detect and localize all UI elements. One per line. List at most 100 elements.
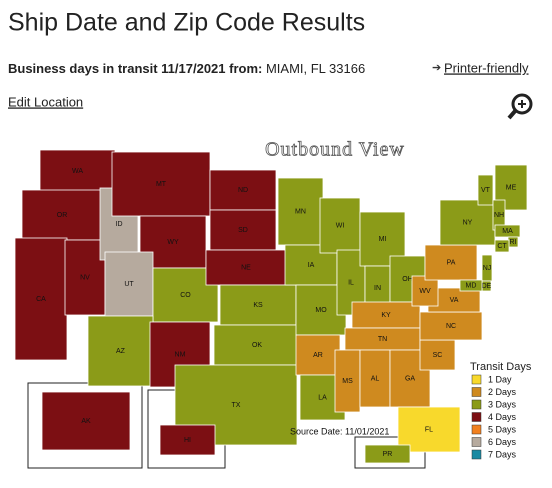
legend-swatch [471,387,482,397]
state-label: AL [371,375,380,382]
zoom-icon[interactable] [507,93,533,120]
state-label: PA [447,259,456,266]
state-shape [104,251,154,317]
state-shape [209,209,277,251]
transit-text: Business days in transit 11/17/2021 from… [8,61,365,76]
legend-swatch [471,412,482,422]
legend-label: 2 Days [488,387,517,397]
legend-swatch [471,374,482,385]
state-shape [87,315,154,387]
state-label: VT [481,187,491,194]
state-label: IA [308,262,315,269]
state-label: LA [318,394,327,401]
state-label: NY [463,219,473,226]
state-label: MT [156,181,167,188]
state-label: MA [502,228,513,235]
state-shape [205,249,287,286]
state-shape [439,199,496,246]
state-label: AR [313,352,323,359]
state-label: OK [252,342,262,349]
state-label: ID [116,221,123,228]
state-label: NE [241,264,251,271]
state-shape [359,349,391,408]
state-label: RI [510,239,517,246]
edit-link[interactable]: Edit Location [8,94,83,109]
map-title: Outbound View [265,139,405,161]
state-shape [419,311,483,341]
state-label: WA [72,168,83,175]
state-shape [39,149,116,193]
state-label: KS [253,302,263,309]
state-label: AZ [116,348,126,355]
origin: MIAMI, FL 33166 [266,61,365,76]
source-date: Source Date: 11/01/2021 [290,426,389,436]
printer-link[interactable]: Printer-friendly [444,60,529,75]
state-label: WY [167,239,179,246]
state-label: FL [425,426,433,433]
legend-swatch [471,399,482,410]
state-label: VA [450,297,459,304]
state-label: PR [383,451,393,458]
state-shape [351,301,421,329]
state-label: CO [180,292,191,299]
state-shape [459,279,483,292]
legend-label: 4 Days [488,412,517,422]
legend-label: 1 Day [488,374,512,384]
state-shape [277,177,324,246]
state-shape [209,169,277,211]
legend-label: 6 Days [488,437,517,447]
state-label: OR [57,212,68,219]
state-label: NM [175,351,186,358]
state-label: IN [374,285,381,292]
state-label: AK [81,418,91,425]
state-shape [397,406,461,453]
arrow-icon: ➔ [432,62,441,74]
state-label: CT [497,243,507,250]
state-label: NC [446,323,456,330]
state-label: KY [381,312,391,319]
state-shape [159,424,216,456]
state-label: NH [494,212,504,219]
state-label: NV [80,274,90,281]
state-shape [41,391,131,451]
legend-label: 7 Days [488,449,517,459]
state-label: WV [419,288,431,295]
state-shape [494,239,510,253]
state-label: NJ [483,265,492,272]
legend-title: Transit Days [470,361,532,373]
state-shape [477,174,494,206]
state-label: HI [184,437,191,444]
state-shape [319,197,361,254]
state-label: MS [342,378,353,385]
state-label: SD [238,227,248,234]
legend-label: 5 Days [488,424,517,434]
state-label: TX [232,402,241,409]
state-label: ME [506,184,517,191]
state-shape [411,275,439,307]
legend-label: 3 Days [488,399,517,409]
state-label: MN [295,208,306,215]
state-label: MD [466,282,477,289]
states: WA OR CA NV ID MT WY UT CO AZ NM ND SD NE KS OK TX MN IA MO… [14,149,528,464]
state-label: IL [348,279,354,286]
state-label: TN [378,336,387,343]
transit-prefix: Business days in transit 11/17/2021 from… [8,61,262,76]
state-label: WI [336,222,345,229]
legend-swatch [471,424,482,435]
state-shape [494,164,528,211]
inset-pr [354,436,426,469]
page-title: Ship Date and Zip Code Results [8,9,365,37]
state-label: SC [433,352,443,359]
state-shape [494,224,521,238]
state-label: DE [482,283,492,290]
state-shape [419,339,456,371]
legend-swatch [471,437,482,447]
state-shape [424,244,478,281]
state-label: MI [379,236,387,243]
state-label: CA [36,296,46,303]
legend-swatch [471,449,482,460]
state-label: MO [315,307,327,314]
state-shape [364,444,411,464]
